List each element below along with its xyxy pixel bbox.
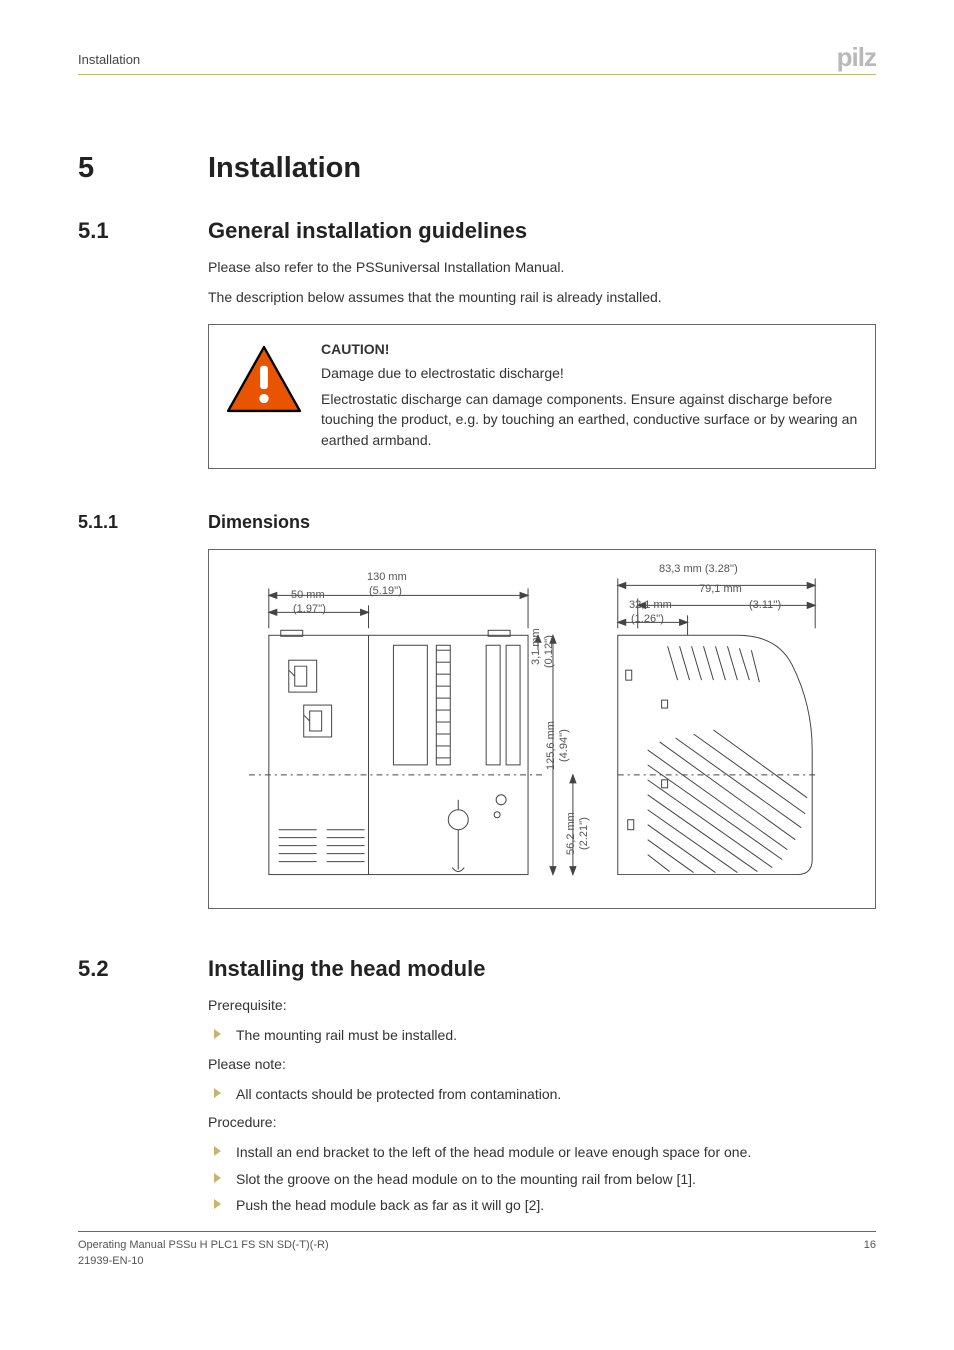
dim-label: 83,3 mm (3.28'') bbox=[659, 562, 738, 578]
running-head-section: Installation bbox=[78, 51, 140, 70]
caution-box: CAUTION! Damage due to electrostatic dis… bbox=[208, 324, 876, 469]
chapter-title: Installation bbox=[208, 147, 876, 189]
dim-label: (4.94'') bbox=[557, 729, 573, 762]
running-head: Installation pilz bbox=[78, 44, 876, 75]
section-num: 5.1.1 bbox=[78, 509, 208, 535]
warning-icon bbox=[225, 343, 303, 415]
section-5-1-body: Please also refer to the PSSuniversal In… bbox=[208, 257, 876, 469]
section-5-1-heading: 5.1 General installation guidelines bbox=[78, 215, 876, 247]
dimensions-figure: 130 mm (5.19'') 50 mm (1.97'') 83,3 mm (… bbox=[208, 549, 876, 909]
label: Prerequisite: bbox=[208, 995, 876, 1015]
section-num: 5.1 bbox=[78, 215, 208, 247]
section-title: Dimensions bbox=[208, 509, 876, 535]
list-item: Slot the groove on the head module on to… bbox=[208, 1169, 876, 1189]
footer-doc-id: 21939-EN-10 bbox=[78, 1254, 329, 1270]
caution-title: CAUTION! bbox=[321, 339, 859, 359]
dim-label: (2.21'') bbox=[577, 817, 593, 850]
bullet-list: The mounting rail must be installed. bbox=[208, 1025, 876, 1045]
caution-line: Damage due to electrostatic discharge! bbox=[321, 363, 859, 383]
bullet-list: All contacts should be protected from co… bbox=[208, 1084, 876, 1104]
label: Please note: bbox=[208, 1054, 876, 1074]
dim-label: (1.97'') bbox=[293, 602, 326, 618]
section-5-2-body: Prerequisite: The mounting rail must be … bbox=[208, 995, 876, 1215]
para: The description below assumes that the m… bbox=[208, 287, 876, 307]
page-footer: Operating Manual PSSu H PLC1 FS SN SD(-T… bbox=[78, 1231, 876, 1270]
dim-label: (3.11'') bbox=[749, 598, 781, 614]
section-5-2-heading: 5.2 Installing the head module bbox=[78, 953, 876, 985]
label: Procedure: bbox=[208, 1112, 876, 1132]
list-item: All contacts should be protected from co… bbox=[208, 1084, 876, 1104]
dimensions-figure-wrap: 130 mm (5.19'') 50 mm (1.97'') 83,3 mm (… bbox=[208, 549, 876, 909]
section-title: Installing the head module bbox=[208, 953, 876, 985]
footer-page-num: 16 bbox=[864, 1238, 876, 1270]
chapter-heading: 5 Installation bbox=[78, 147, 876, 189]
list-item: The mounting rail must be installed. bbox=[208, 1025, 876, 1045]
dim-label: 79,1 mm bbox=[699, 582, 742, 598]
caution-line: Electrostatic discharge can damage compo… bbox=[321, 389, 859, 450]
brand-logo-text: pilz bbox=[837, 42, 876, 72]
footer-left: Operating Manual PSSu H PLC1 FS SN SD(-T… bbox=[78, 1238, 329, 1270]
chapter-num: 5 bbox=[78, 147, 208, 189]
section-num: 5.2 bbox=[78, 953, 208, 985]
footer-doc-title: Operating Manual PSSu H PLC1 FS SN SD(-T… bbox=[78, 1238, 329, 1254]
para: Please also refer to the PSSuniversal In… bbox=[208, 257, 876, 277]
caution-text: CAUTION! Damage due to electrostatic dis… bbox=[321, 339, 859, 450]
section-5-1-1-heading: 5.1.1 Dimensions bbox=[78, 509, 876, 535]
section-title: General installation guidelines bbox=[208, 215, 876, 247]
dim-label: (1.26'') bbox=[631, 612, 664, 628]
list-item: Push the head module back as far as it w… bbox=[208, 1195, 876, 1215]
list-item: Install an end bracket to the left of th… bbox=[208, 1142, 876, 1162]
dim-label: (0.12'') bbox=[542, 635, 558, 668]
bullet-list: Install an end bracket to the left of th… bbox=[208, 1142, 876, 1215]
dim-label: (5.19'') bbox=[369, 584, 402, 600]
brand-logo: pilz bbox=[837, 44, 876, 70]
